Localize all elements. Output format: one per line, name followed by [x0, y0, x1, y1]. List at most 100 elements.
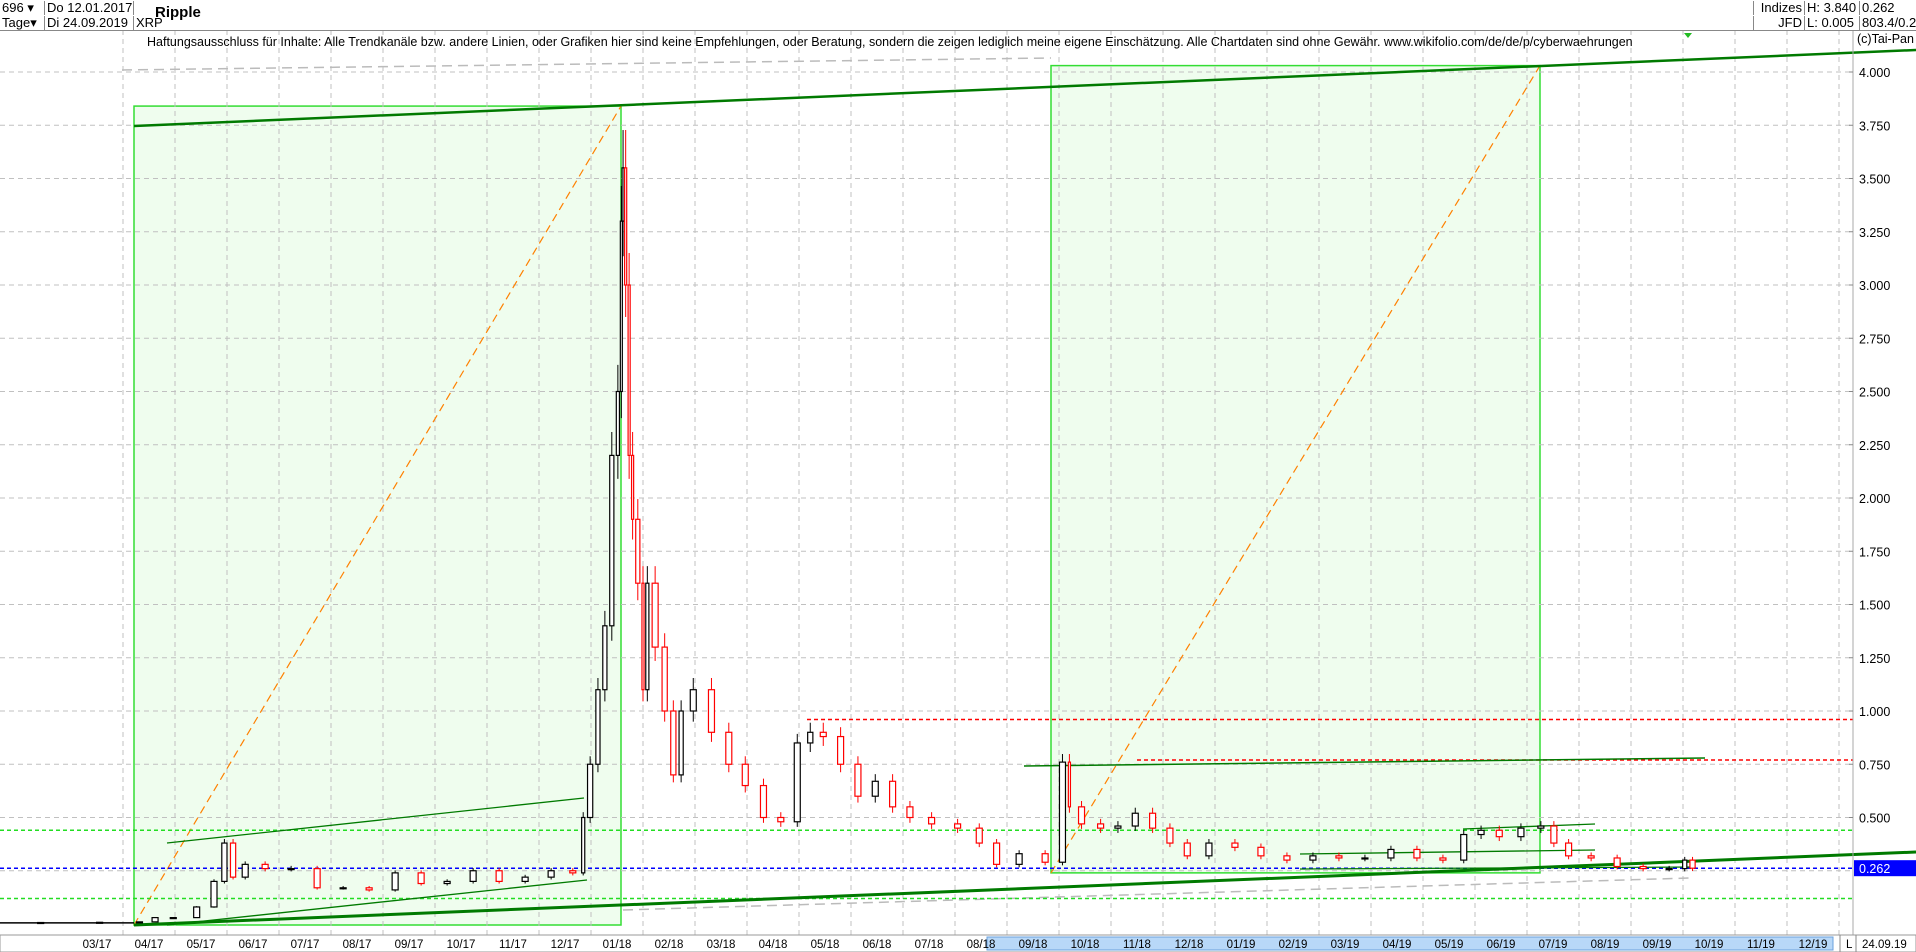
candle [741, 763, 749, 787]
y-tick-label: 4.000 [1859, 66, 1890, 80]
disclaimer-text: Haftungsausschluss für Inhalte: Alle Tre… [147, 35, 1633, 49]
candle [1361, 857, 1369, 860]
candle [1537, 825, 1545, 829]
candle [1439, 857, 1447, 861]
x-tick-label: 08/18 [967, 939, 996, 951]
candle [595, 689, 601, 765]
candle [1517, 827, 1525, 838]
candle [953, 823, 962, 829]
candle [495, 870, 503, 882]
candle [1413, 848, 1421, 859]
count-value: 696 [2, 0, 24, 15]
x-tick-label: 07/17 [291, 939, 320, 951]
candle [641, 582, 645, 691]
candle [888, 780, 897, 808]
period-select[interactable]: Tage▾ [0, 16, 45, 30]
x-tick-label: 09/19 [1643, 939, 1672, 951]
y-tick-label: 1.500 [1859, 599, 1890, 613]
candle [151, 917, 159, 923]
last-value: 0.262 [1862, 0, 1895, 15]
candle [569, 870, 577, 874]
x-tick-label: 12/19 [1799, 939, 1828, 951]
y-tick-label: 2.750 [1859, 332, 1890, 346]
low-value: L: 0.005 [1805, 16, 1860, 30]
candle [1477, 829, 1485, 836]
candle [645, 582, 650, 691]
y-tick-label: 2.000 [1859, 492, 1890, 506]
instrument-title: Ripple [155, 4, 201, 21]
scale-mode-button[interactable]: L [1846, 939, 1853, 951]
candle [1495, 829, 1503, 838]
candle [689, 689, 697, 712]
candle [819, 731, 827, 738]
candle [615, 390, 621, 457]
candle [287, 868, 295, 871]
high-value: H: 3.840 [1805, 1, 1860, 15]
y-tick-label: 3.750 [1859, 119, 1890, 133]
candle [1550, 825, 1558, 844]
candle [725, 731, 733, 765]
candle [1231, 842, 1239, 848]
candle [210, 880, 218, 908]
x-tick-label: 02/18 [655, 939, 684, 951]
x-tick-label: 08/19 [1591, 939, 1620, 951]
y-tick-label: 3.000 [1859, 279, 1890, 293]
last-price-badge [1854, 860, 1916, 877]
candle [807, 731, 814, 744]
candle [521, 876, 529, 883]
candle [391, 872, 399, 891]
x-tick-label: 07/19 [1539, 939, 1568, 951]
candle [624, 167, 628, 286]
candle [1205, 842, 1213, 857]
candle [1665, 868, 1673, 871]
x-tick-label: 09/17 [395, 939, 424, 951]
x-tick-label: 03/19 [1331, 939, 1360, 951]
x-tick-label: 10/17 [447, 939, 476, 951]
channel-line [166, 797, 585, 844]
candle [1015, 853, 1023, 865]
extra-value: 803.4/0.23 [1862, 16, 1916, 30]
x-tick-label: 11/18 [1123, 939, 1151, 951]
candle [619, 220, 623, 393]
candle [313, 868, 321, 889]
candle [169, 917, 177, 920]
y-tick-label: 0.750 [1859, 758, 1890, 772]
candle [975, 827, 983, 844]
x-tick-label: 05/19 [1435, 939, 1464, 951]
candle [221, 842, 228, 882]
candle [193, 906, 201, 919]
candle [229, 842, 237, 878]
candle [1613, 857, 1621, 868]
candle [586, 763, 594, 819]
candle [1587, 855, 1595, 859]
candle [1166, 827, 1174, 844]
y-tick-label: 3.250 [1859, 226, 1890, 240]
date-from[interactable]: Do 12.01.2017 [47, 0, 134, 15]
candle [365, 887, 373, 891]
x-tick-label: 06/18 [863, 939, 892, 951]
x-tick-label: 04/18 [759, 939, 788, 951]
candle [777, 816, 785, 823]
x-tick-label: 09/18 [1019, 939, 1048, 951]
marker-triangle-icon [1684, 33, 1692, 38]
header-bar: 696 ▾ Tage▾ Do 12.01.2017 Di 24.09.2019 … [0, 0, 1916, 31]
candle [836, 735, 845, 765]
trend-line-resistance [133, 48, 1916, 128]
candle [547, 870, 555, 878]
x-tick-label: 11/19 [1747, 939, 1775, 951]
candle [1335, 855, 1343, 859]
y-tick-label: 2.500 [1859, 386, 1890, 400]
chevron-down-icon: ▾ [30, 15, 37, 30]
x-tick-label: 06/19 [1487, 939, 1516, 951]
candle [417, 872, 425, 885]
candle [1283, 855, 1291, 861]
date-to[interactable]: Di 24.09.2019 [45, 16, 134, 30]
candle [670, 710, 677, 776]
candle [1131, 812, 1139, 827]
candle [95, 921, 104, 924]
count-select[interactable]: 696 ▾ [0, 1, 45, 15]
candle [1257, 846, 1265, 857]
candle [1460, 833, 1468, 861]
candle [1564, 842, 1573, 857]
